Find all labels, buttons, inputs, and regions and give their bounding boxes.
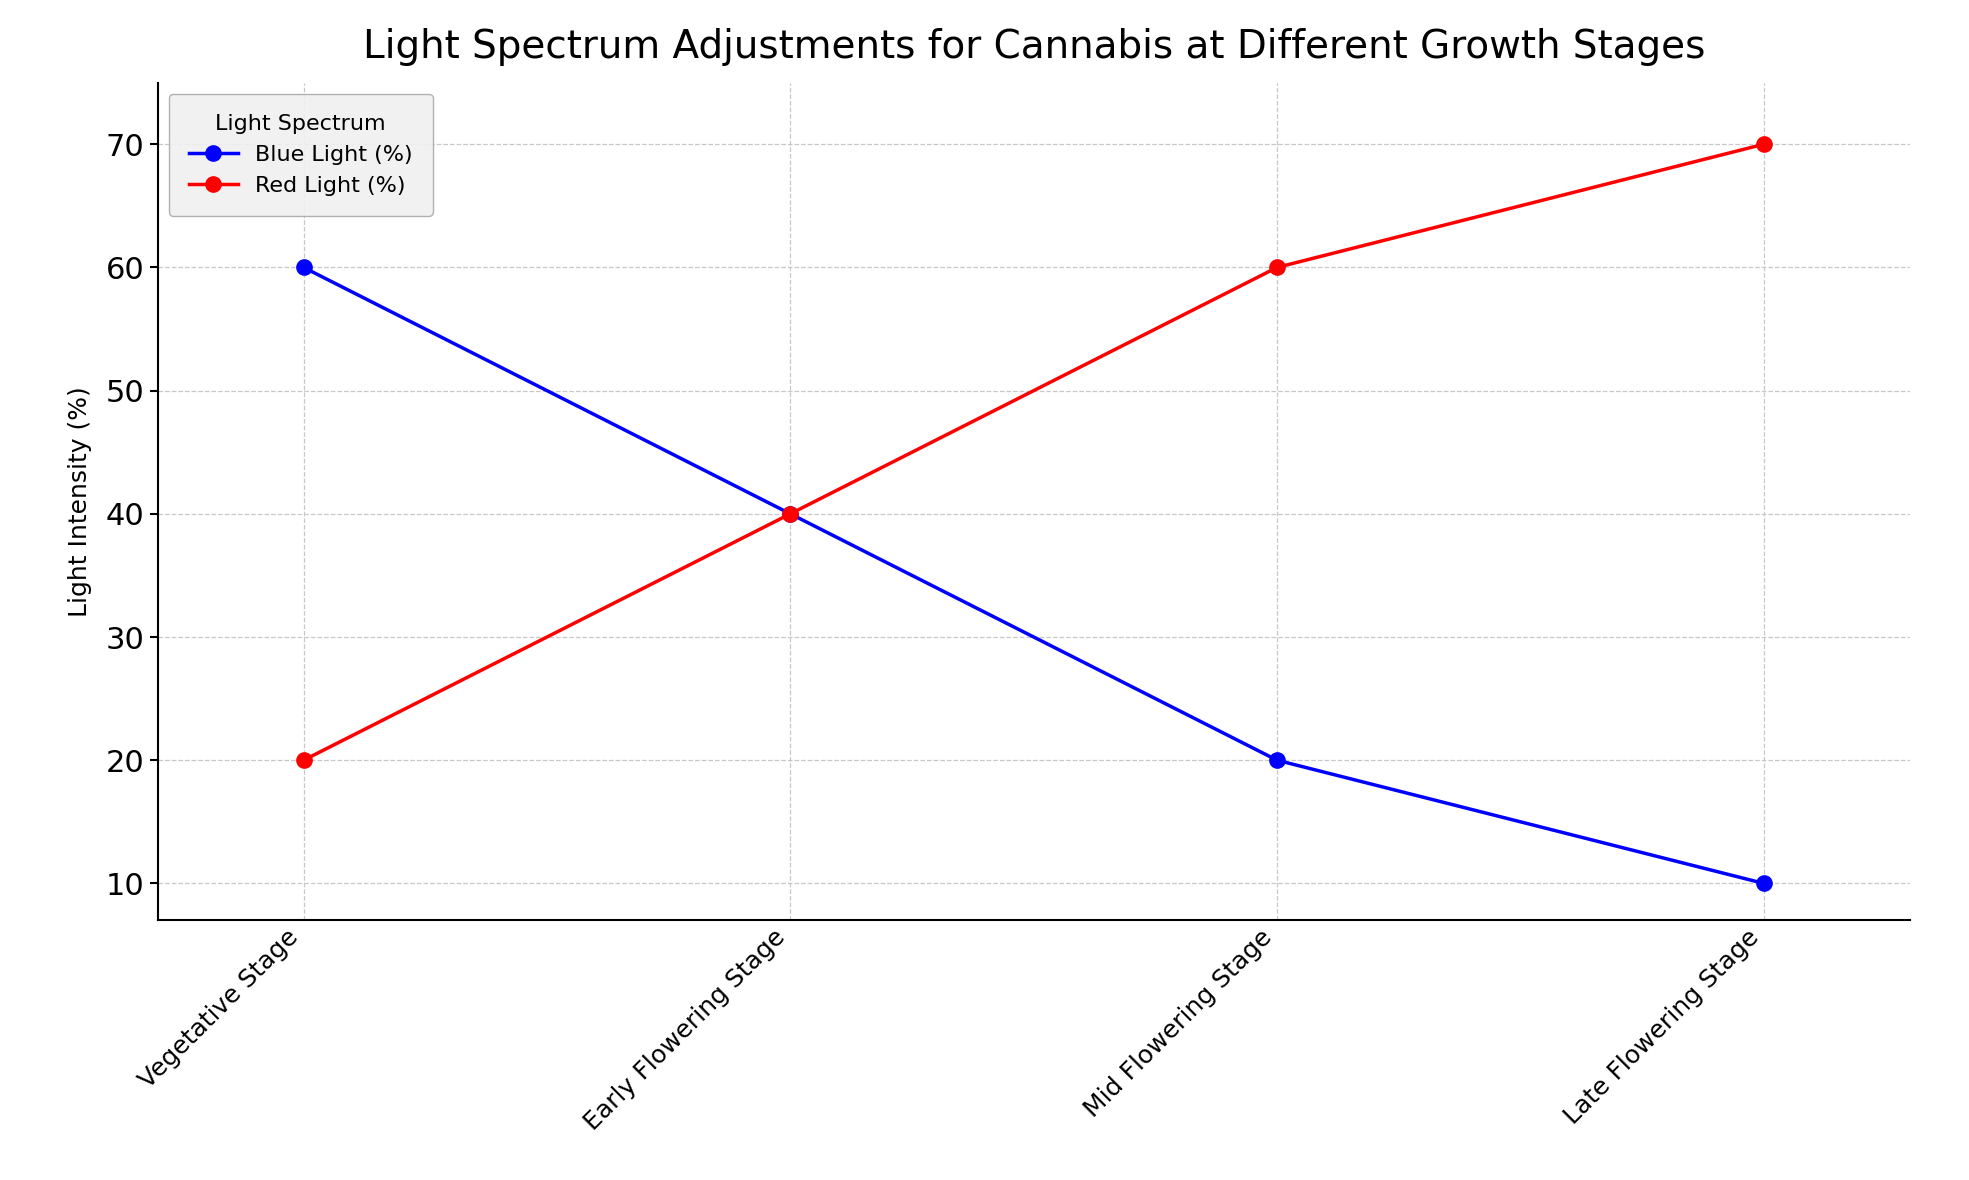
Blue Light (%) xyxy=(778,506,801,520)
Line: Blue Light (%): Blue Light (%) xyxy=(295,260,1772,891)
Legend: Blue Light (%), Red Light (%): Blue Light (%), Red Light (%) xyxy=(169,93,433,216)
Red Light (%) xyxy=(778,506,801,520)
Y-axis label: Light Intensity (%): Light Intensity (%) xyxy=(67,386,93,617)
Line: Red Light (%): Red Light (%) xyxy=(295,137,1772,768)
Red Light (%) xyxy=(291,753,315,767)
Red Light (%) xyxy=(1752,137,1776,151)
Blue Light (%) xyxy=(1752,877,1776,891)
Blue Light (%) xyxy=(291,261,315,275)
Red Light (%) xyxy=(1266,261,1290,275)
Title: Light Spectrum Adjustments for Cannabis at Different Growth Stages: Light Spectrum Adjustments for Cannabis … xyxy=(362,27,1705,66)
Blue Light (%) xyxy=(1266,753,1290,767)
